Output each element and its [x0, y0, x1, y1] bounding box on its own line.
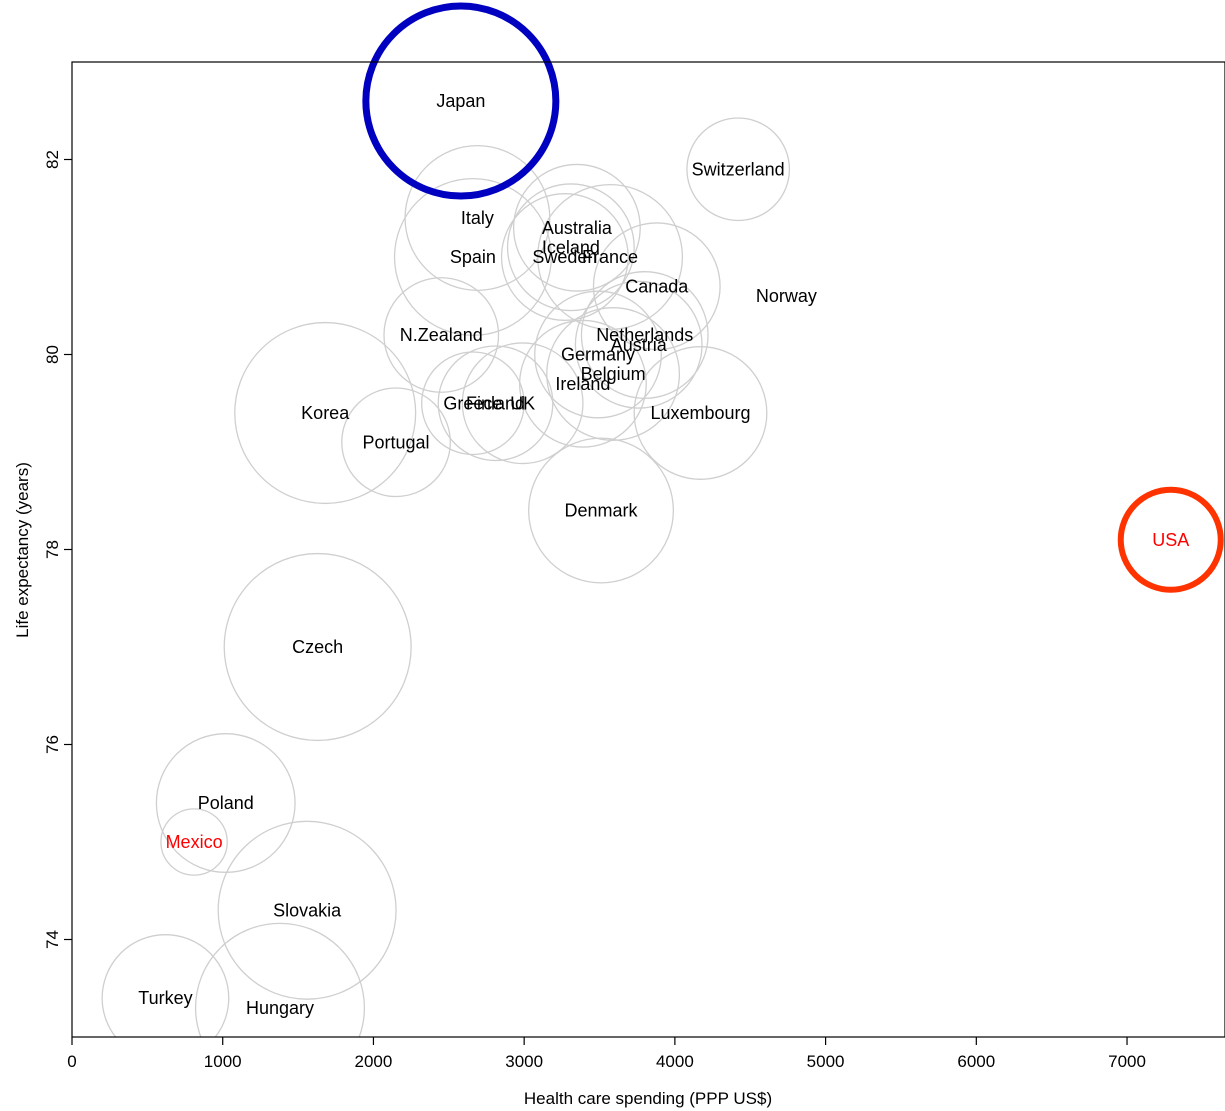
country-label-france: France [582, 247, 638, 267]
country-label-usa: USA [1152, 530, 1189, 550]
bubble-greece [421, 351, 525, 456]
country-label-czech: Czech [292, 637, 343, 657]
bubble-denmark [528, 437, 675, 584]
bubble-spain [393, 177, 552, 337]
bubble-canada [592, 222, 721, 351]
y-axis: 74 76 78 80 82 [43, 150, 72, 949]
bubble-switzerland [686, 117, 791, 222]
x-tick-label-5000: 5000 [807, 1052, 845, 1071]
country-label-ireland: Ireland [555, 374, 610, 394]
bubble-poland [155, 733, 296, 873]
y-axis-title: Life expectancy (years) [13, 462, 32, 638]
country-label-belgium: Belgium [581, 364, 646, 384]
country-label-germany: Germany [561, 345, 635, 365]
country-label-portugal: Portugal [363, 432, 430, 452]
bubble-portugal [341, 387, 451, 498]
x-axis-title: Health care spending (PPP US$) [524, 1089, 772, 1108]
country-label-denmark: Denmark [565, 501, 639, 521]
bubble-mexico [160, 808, 228, 876]
highlight-ring-japan [362, 2, 560, 200]
country-label-italy: Italy [461, 208, 494, 228]
country-label-iceland: Iceland [542, 237, 600, 257]
country-label-greece: Greece [443, 393, 502, 413]
x-tick-label-4000: 4000 [656, 1052, 694, 1071]
bubble-ireland [518, 319, 647, 448]
bubble-uk [461, 342, 584, 465]
country-label-turkey: Turkey [138, 988, 192, 1008]
plot-frame [71, 61, 1225, 1038]
x-tick-label-0: 0 [67, 1052, 76, 1071]
country-label-hungary: Hungary [246, 998, 314, 1018]
x-tick-label-2000: 2000 [355, 1052, 393, 1071]
x-axis: 0 1000 2000 3000 4000 5000 6000 7000 [67, 1037, 1146, 1071]
x-tick-label-1000: 1000 [204, 1052, 242, 1071]
country-label-canada: Canada [625, 276, 689, 296]
bubble-korea [234, 321, 417, 505]
bubble-n-zealand [383, 277, 500, 393]
country-label-austria: Austria [611, 335, 668, 355]
country-label-uk: UK [510, 393, 535, 413]
y-tick-label-78: 78 [43, 540, 62, 559]
bubble-layer [101, 62, 791, 1037]
country-label-norway: Norway [756, 286, 817, 306]
country-label-finland: Finland [466, 393, 525, 413]
country-label-luxembourg: Luxembourg [650, 403, 750, 423]
x-tick-label-3000: 3000 [505, 1052, 543, 1071]
y-tick-label-74: 74 [43, 930, 62, 949]
y-tick-label-82: 82 [43, 150, 62, 169]
country-label-mexico: Mexico [166, 832, 223, 852]
bubble-slovakia [217, 820, 397, 1000]
bubble-czech [223, 552, 412, 742]
country-label-korea: Korea [301, 403, 350, 423]
y-tick-label-76: 76 [43, 735, 62, 754]
country-label-japan: Japan [436, 91, 485, 111]
bubble-austria [574, 280, 703, 409]
country-label-netherlands: Netherlands [596, 325, 693, 345]
bubble-australia [512, 163, 641, 292]
x-tick-label-7000: 7000 [1108, 1052, 1146, 1071]
country-label-switzerland: Switzerland [692, 159, 785, 179]
country-label-australia: Australia [542, 218, 613, 238]
country-label-n-zealand: N.Zealand [400, 325, 483, 345]
bubble-germany [534, 290, 662, 419]
bubble-hungary [194, 922, 366, 1037]
x-tick-label-6000: 6000 [957, 1052, 995, 1071]
country-label-slovakia: Slovakia [273, 900, 342, 920]
bubble-belgium [546, 307, 681, 441]
bubble-luxembourg [633, 346, 768, 480]
country-label-spain: Spain [450, 247, 496, 267]
country-label-sweden: Sweden [532, 247, 597, 267]
highlight-ring-usa [1117, 486, 1224, 593]
bubble-iceland [506, 183, 635, 312]
country-label-poland: Poland [198, 793, 254, 813]
y-tick-label-80: 80 [43, 345, 62, 364]
highlight-ring-layer [362, 2, 1224, 593]
bubble-turkey [101, 934, 230, 1037]
bubble-sweden [500, 193, 629, 321]
bubble-finland [437, 345, 554, 462]
